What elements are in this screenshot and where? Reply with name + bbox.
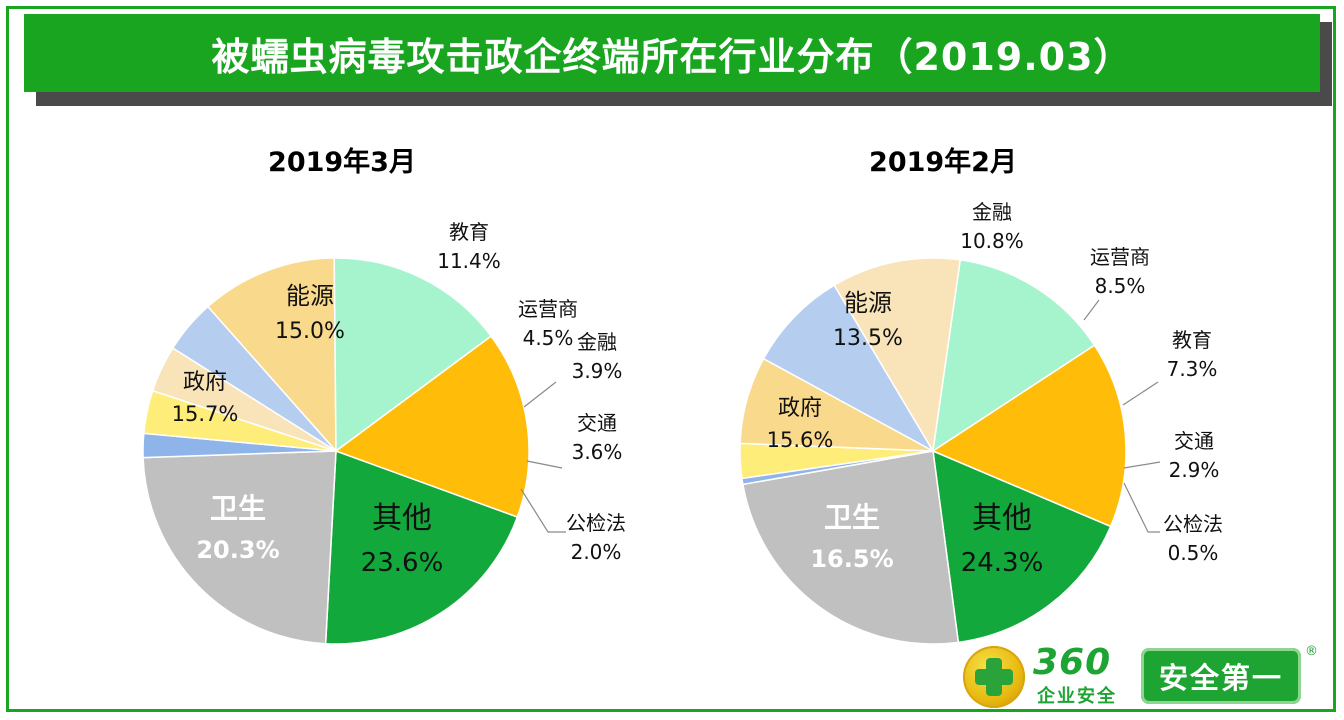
page-title: 被蠕虫病毒攻击政企终端所在行业分布（2019.03） <box>211 34 1133 79</box>
logo-registered-mark: ® <box>1305 644 1318 659</box>
leader-line-february-4 <box>1122 381 1159 406</box>
pie-slice-march-1 <box>142 450 337 645</box>
slice-value-march-6: 11.4% <box>437 249 501 273</box>
chart-title-march: 2019年3月 <box>268 147 416 178</box>
slice-value-march-8: 15.7% <box>172 402 239 426</box>
leader-line-february-5 <box>1083 299 1100 321</box>
pie-slice-february-7 <box>932 259 1096 453</box>
pie-slice-february-0 <box>932 449 1112 644</box>
slice-label-february-7: 能源 <box>844 289 892 317</box>
logo-brand-number: 360 <box>1033 642 1112 683</box>
logo-slogan-box: 安全第一 <box>1141 648 1301 704</box>
slice-value-february-1: 24.3% <box>961 548 1044 578</box>
slice-value-february-5: 8.5% <box>1095 274 1146 298</box>
slice-label-february-0: 卫生 <box>824 501 880 534</box>
pie-slice-february-5 <box>762 284 936 453</box>
slice-value-march-3: 3.6% <box>572 440 623 464</box>
pie-slice-march-7 <box>333 257 493 453</box>
slice-label-march-6: 教育 <box>449 220 489 244</box>
slice-value-february-6: 10.8% <box>960 229 1024 253</box>
slice-label-march-3: 交通 <box>577 411 617 435</box>
slice-value-february-7: 13.5% <box>833 326 903 351</box>
slice-value-march-5: 4.5% <box>523 326 574 350</box>
leader-line-february-3 <box>1123 461 1161 469</box>
slice-value-march-0: 20.3% <box>196 536 279 564</box>
slice-value-march-4: 3.9% <box>572 359 623 383</box>
slice-label-march-0: 卫生 <box>210 492 266 525</box>
leader-line-march-2 <box>520 488 566 533</box>
slice-value-march-7: 15.0% <box>275 319 345 344</box>
slide-frame <box>6 6 1336 712</box>
title-banner: 被蠕虫病毒攻击政企终端所在行业分布（2019.03） <box>24 14 1320 92</box>
slice-value-february-0: 16.5% <box>810 545 893 573</box>
slice-label-february-3: 交通 <box>1174 429 1214 453</box>
slice-value-february-3: 2.9% <box>1169 458 1220 482</box>
slice-label-february-6: 金融 <box>972 200 1012 224</box>
slice-label-february-8: 政府 <box>778 396 822 421</box>
logo-brand-sub: 企业安全 <box>1037 686 1117 707</box>
slice-label-march-2: 公检法 <box>566 511 626 535</box>
slice-value-march-1: 23.6% <box>361 548 444 578</box>
slice-label-march-4: 金融 <box>577 330 617 354</box>
brand-logo: 360 企业安全 安全第一 ® <box>963 642 1333 710</box>
pie-chart-march: 卫生 20.3% 其他 23.6% 公检法 2.0% 交通 3.6% 金融 3.9% 运营商 4.5%… <box>142 220 626 645</box>
pie-slice-march-0 <box>324 449 519 645</box>
slice-value-february-2: 0.5% <box>1168 541 1219 565</box>
leader-line-march-4 <box>523 381 557 408</box>
leader-line-february-2 <box>1123 482 1160 533</box>
slice-label-march-8: 政府 <box>183 370 227 395</box>
slice-label-march-7: 能源 <box>286 282 334 310</box>
pie-slice-february-1 <box>742 450 960 645</box>
pie-chart-february: 卫生 16.5% 其他 24.3% 公检法 0.5% 交通 2.9% 教育 7.3% 运营商 8.5%… <box>739 200 1223 645</box>
slice-label-february-5: 运营商 <box>1090 245 1150 269</box>
pie-slice-february-8 <box>931 344 1127 528</box>
slice-label-march-1: 其他 <box>372 501 432 536</box>
slice-value-march-2: 2.0% <box>571 540 622 564</box>
slice-value-february-8: 15.6% <box>767 428 834 452</box>
leader-line-march-3 <box>526 460 563 469</box>
pie-slice-february-6 <box>833 257 962 454</box>
pie-slice-march-8 <box>334 335 530 518</box>
slice-value-february-4: 7.3% <box>1167 357 1218 381</box>
pie-slice-march-6 <box>206 257 337 453</box>
slice-label-february-2: 公检法 <box>1163 512 1223 536</box>
slice-label-march-5: 运营商 <box>518 297 578 321</box>
logo-plus-icon <box>963 646 1025 708</box>
chart-title-february: 2019年2月 <box>869 147 1017 178</box>
slice-label-february-4: 教育 <box>1172 328 1212 352</box>
slice-label-february-1: 其他 <box>972 501 1032 536</box>
logo-slogan: 安全第一 <box>1158 661 1283 695</box>
